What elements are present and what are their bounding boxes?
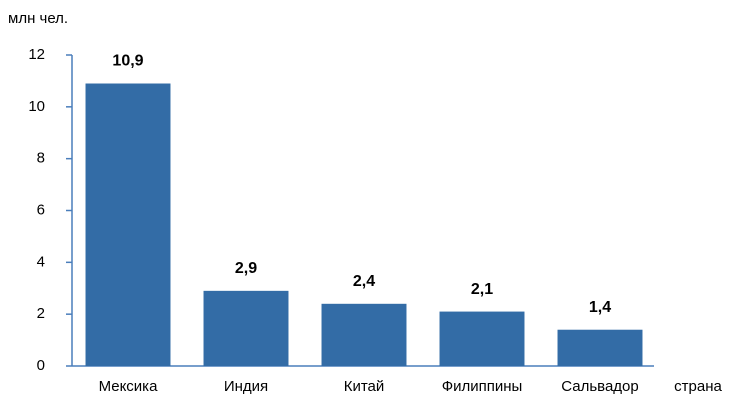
x-axis-label: страна xyxy=(674,378,722,395)
y-tick-label: 6 xyxy=(37,201,45,218)
value-label: 1,4 xyxy=(589,299,611,316)
x-tick-label: Филиппины xyxy=(442,378,523,395)
bar xyxy=(203,290,289,366)
value-label: 2,1 xyxy=(471,281,493,298)
y-tick-label: 8 xyxy=(37,150,45,167)
y-tick-label: 0 xyxy=(37,357,45,374)
y-tick-label: 12 xyxy=(28,46,45,63)
x-tick-label: Китай xyxy=(344,378,385,395)
bar xyxy=(85,83,171,366)
bar xyxy=(557,329,643,366)
y-tick-label: 2 xyxy=(37,305,45,322)
y-tick-label: 4 xyxy=(37,253,45,270)
value-label: 2,9 xyxy=(235,260,257,277)
x-tick-label: Мексика xyxy=(99,378,159,395)
y-axis-label: млн чел. xyxy=(8,10,68,27)
bar xyxy=(321,303,407,366)
bar xyxy=(439,311,525,366)
value-label: 10,9 xyxy=(112,53,143,70)
x-tick-label: Сальвадор xyxy=(561,378,639,395)
y-tick-label: 10 xyxy=(28,98,45,115)
value-label: 2,4 xyxy=(353,273,375,290)
x-tick-label: Индия xyxy=(224,378,268,395)
